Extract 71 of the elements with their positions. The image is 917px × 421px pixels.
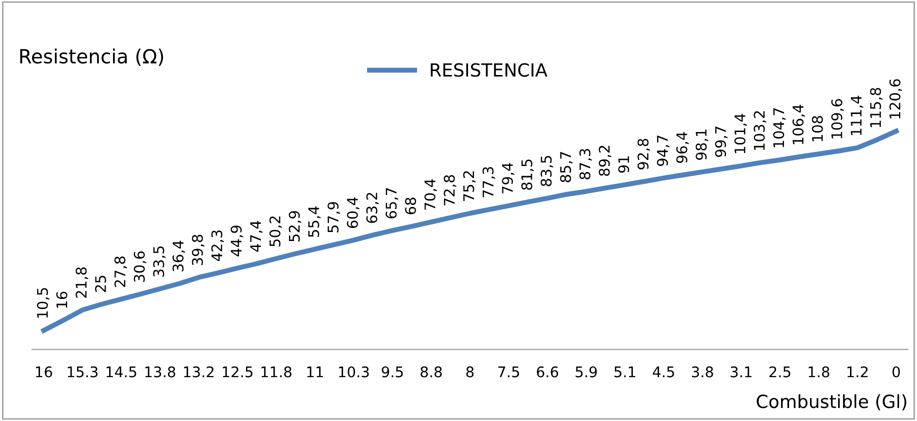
x-tick-label: 14.5 [106, 366, 136, 378]
x-tick-label: 11.8 [262, 366, 292, 378]
x-tick-label: 3.1 [730, 366, 752, 378]
x-tick-label: 9.5 [382, 366, 403, 378]
data-label: 50,2 [269, 216, 282, 246]
data-label: 91 [618, 156, 630, 173]
data-label: 25 [95, 276, 106, 292]
x-tick-label: 13.2 [184, 366, 214, 378]
data-label: 10,5 [36, 288, 50, 318]
data-label: 63,2 [366, 192, 379, 223]
data-label: 109,6 [831, 99, 844, 138]
x-tick-label: 5.1 [614, 366, 636, 378]
data-label: 108 [812, 116, 823, 142]
data-label: 33,5 [153, 246, 166, 277]
data-label: 36,4 [172, 240, 186, 272]
x-tick-label: 8 [466, 366, 474, 378]
x-tick-label: 12.5 [222, 366, 252, 378]
data-label: 99,7 [715, 126, 728, 157]
data-label: 103,2 [754, 111, 766, 150]
data-label: 115,8 [870, 88, 883, 128]
data-label: 57,9 [328, 202, 340, 232]
data-label: 83,5 [540, 156, 554, 186]
data-label: 16 [56, 292, 68, 308]
data-label: 101,4 [734, 114, 747, 154]
data-label: 60,4 [346, 197, 360, 228]
x-tick-label: 5.9 [576, 366, 597, 378]
data-label: 68 [405, 198, 416, 214]
x-tick-label: 10.3 [339, 366, 369, 378]
data-label: 92,8 [638, 138, 650, 170]
data-label: 98,1 [696, 130, 708, 160]
y-axis-title: Resistencia (Ω) [20, 48, 164, 66]
data-label: 65,7 [386, 188, 398, 218]
data-label: 106,4 [792, 104, 806, 144]
x-tick-label: 15.3 [68, 366, 98, 378]
data-label: 39,8 [192, 234, 204, 266]
x-tick-label: 6.6 [536, 366, 558, 378]
x-tick-label: 16 [36, 366, 52, 378]
x-tick-label: 1.8 [808, 366, 830, 378]
data-label: 111,4 [850, 96, 864, 136]
x-tick-label: 11 [307, 366, 323, 378]
data-label: 87,3 [579, 148, 592, 180]
data-label: 21,8 [76, 267, 88, 298]
data-label: 44,9 [230, 226, 244, 256]
data-label: 70,4 [424, 179, 437, 210]
data-label: 47,4 [250, 220, 263, 252]
data-label: 75,2 [463, 171, 476, 202]
x-tick-label: 4.5 [652, 366, 674, 378]
data-label: 55,4 [308, 206, 321, 237]
data-label: 42,3 [211, 230, 224, 262]
data-label: 120,6 [889, 79, 902, 118]
x-tick-label: 0 [892, 366, 900, 378]
data-label: 94,7 [656, 136, 670, 166]
data-label: 72,8 [444, 175, 456, 206]
x-tick-label: 13.8 [145, 366, 176, 378]
data-label: 104,7 [773, 108, 786, 148]
data-label: 52,9 [288, 211, 302, 242]
data-label: 96,4 [676, 132, 689, 163]
legend-label: RESISTENCIA [430, 63, 548, 77]
data-label: 85,7 [560, 152, 573, 182]
x-axis-title: Combustible (Gl) [756, 394, 906, 410]
data-label: 77,3 [482, 167, 496, 198]
x-tick-label: 2.5 [769, 366, 790, 378]
data-label: 30,6 [134, 251, 146, 282]
data-label: 27,8 [114, 256, 127, 287]
data-label: 79,4 [502, 162, 514, 194]
x-tick-label: 3.8 [692, 366, 714, 378]
data-label: 81,5 [521, 160, 534, 190]
x-tick-label: 8.8 [420, 366, 442, 378]
x-tick-label: 7.5 [498, 366, 520, 378]
x-tick-label: 1.2 [847, 366, 868, 378]
data-label: 89,2 [598, 146, 612, 176]
